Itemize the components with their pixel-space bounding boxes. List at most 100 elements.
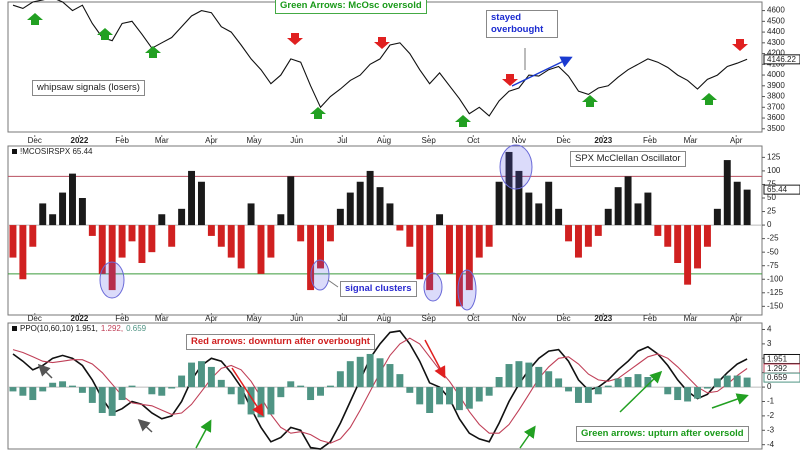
bar bbox=[525, 192, 533, 226]
y-tick-label: 4600 bbox=[767, 6, 785, 15]
y-tick-label: 100 bbox=[767, 166, 781, 175]
bar bbox=[495, 377, 503, 388]
bar bbox=[674, 225, 682, 263]
bar bbox=[178, 375, 186, 388]
x-tick-label: Mar bbox=[155, 136, 169, 145]
y-tick-label: 50 bbox=[767, 193, 776, 202]
bar bbox=[465, 225, 473, 291]
bar bbox=[594, 387, 602, 395]
value-flag bbox=[763, 184, 800, 195]
bar bbox=[555, 378, 563, 388]
ppo-arrow bbox=[231, 367, 264, 417]
bar bbox=[287, 381, 295, 388]
bar bbox=[178, 208, 186, 226]
x-tick-label: Feb bbox=[115, 314, 129, 323]
x-tick-label: Aug bbox=[377, 314, 391, 323]
bar bbox=[455, 387, 463, 411]
annotation: SPX McClellan Oscillator bbox=[570, 151, 686, 167]
bar bbox=[396, 225, 404, 231]
y-tick-label: 125 bbox=[767, 152, 781, 161]
y-tick-label: 75 bbox=[767, 180, 776, 189]
x-tick-label: Mar bbox=[684, 314, 698, 323]
x-tick-label: Sep bbox=[422, 314, 437, 323]
x-tick-label: Nov bbox=[512, 314, 526, 323]
x-tick-label: Nov bbox=[512, 136, 526, 145]
bar bbox=[78, 198, 86, 226]
x-tick-label: Jul bbox=[337, 136, 347, 145]
bar bbox=[69, 385, 76, 388]
bar bbox=[148, 225, 156, 253]
bar bbox=[565, 225, 573, 242]
y-tick-label: 0 bbox=[767, 382, 772, 391]
panel-label-part: PPO(10,60,10) 1.951, bbox=[20, 324, 98, 333]
y-tick-label: 25 bbox=[767, 207, 776, 216]
bar bbox=[733, 375, 741, 388]
bar bbox=[98, 387, 106, 413]
bar bbox=[207, 225, 215, 236]
annotation: Green Arrows: McOsc oversold bbox=[275, 0, 427, 14]
bar bbox=[584, 225, 592, 247]
bar bbox=[713, 208, 721, 226]
bar bbox=[495, 181, 503, 226]
annotation: Green arrows: upturn after oversold bbox=[576, 426, 749, 442]
y-tick-label: 3500 bbox=[767, 124, 785, 133]
bar bbox=[217, 379, 225, 388]
panel-label: !MCOSIRSPX 65.44 bbox=[20, 147, 93, 156]
bar bbox=[317, 225, 324, 269]
bar bbox=[406, 225, 414, 247]
bar bbox=[644, 377, 652, 388]
bar bbox=[197, 361, 205, 388]
x-tick-label: 2022 bbox=[71, 314, 89, 323]
bar bbox=[39, 387, 47, 392]
bar bbox=[128, 385, 136, 388]
bar bbox=[426, 225, 434, 291]
x-tick-label: 2023 bbox=[594, 136, 612, 145]
bar bbox=[525, 362, 533, 388]
bar bbox=[684, 225, 692, 285]
bar bbox=[29, 225, 37, 247]
value-flag-label: 1.292 bbox=[767, 364, 788, 373]
bar bbox=[654, 225, 662, 236]
bar bbox=[59, 192, 67, 226]
y-tick-label: -50 bbox=[767, 247, 779, 256]
bar bbox=[416, 387, 424, 405]
bar bbox=[565, 387, 573, 392]
bar bbox=[188, 362, 196, 388]
bar bbox=[604, 385, 612, 388]
x-tick-label: Apr bbox=[205, 136, 218, 145]
bar bbox=[743, 189, 751, 226]
bar bbox=[574, 225, 582, 258]
bar bbox=[396, 374, 404, 388]
bar bbox=[703, 225, 711, 247]
x-tick-label: Feb bbox=[643, 314, 657, 323]
bar bbox=[197, 181, 205, 226]
red-arrows bbox=[287, 33, 748, 86]
bar bbox=[267, 225, 275, 258]
bar bbox=[545, 371, 553, 388]
x-tick-label: Jun bbox=[290, 136, 303, 145]
bar bbox=[168, 387, 176, 389]
bar bbox=[386, 364, 394, 388]
green-arrows bbox=[27, 13, 717, 127]
bar bbox=[664, 387, 672, 395]
bar bbox=[346, 192, 354, 226]
bar bbox=[227, 387, 235, 395]
value-flag-label: 0.659 bbox=[767, 373, 788, 382]
bar bbox=[217, 225, 225, 247]
line bbox=[12, 0, 748, 117]
bar bbox=[485, 387, 493, 396]
bar bbox=[743, 377, 751, 388]
bar bbox=[485, 225, 493, 247]
bar bbox=[29, 387, 37, 401]
bar bbox=[336, 371, 344, 388]
y-tick-label: 3 bbox=[767, 339, 772, 348]
bar bbox=[703, 387, 711, 389]
x-tick-label: May bbox=[246, 314, 261, 323]
y-tick-label: -100 bbox=[767, 274, 784, 283]
bar bbox=[9, 225, 17, 258]
bar bbox=[346, 361, 354, 388]
bar bbox=[723, 160, 731, 226]
bar bbox=[207, 366, 215, 388]
bar bbox=[49, 382, 57, 388]
